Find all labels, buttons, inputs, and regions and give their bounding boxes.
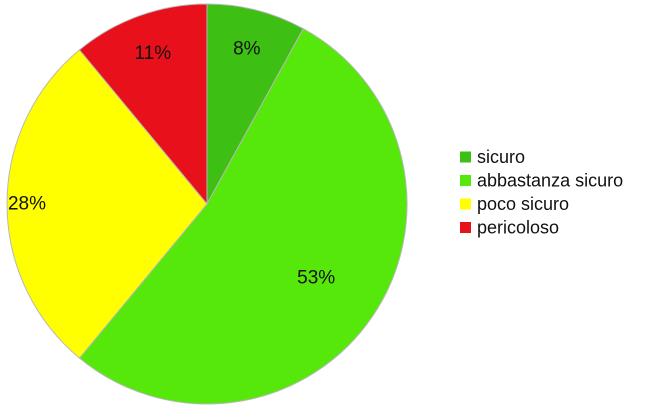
legend: sicuro abbastanza sicuro poco sicuro perico…: [460, 147, 623, 238]
slice-label-sicuro: 8%: [233, 39, 261, 60]
legend-label-pericoloso: pericoloso: [477, 218, 559, 238]
slice-label-pericoloso: 11%: [134, 43, 171, 64]
pie-slice-labels: 8% 53% 28% 11%: [8, 39, 335, 289]
legend-swatch-sicuro: [460, 151, 471, 163]
slice-label-poco-sicuro: 28%: [8, 194, 46, 215]
pie-slice-poco-sicuro: [6, 49, 208, 359]
legend-label-sicuro: sicuro: [477, 147, 525, 167]
pie-slice-abbastanza-sicuro: [78, 28, 408, 405]
legend-label-abbastanza-sicuro: abbastanza sicuro: [477, 171, 623, 191]
legend-swatch-poco-sicuro: [460, 198, 471, 210]
pie-slice-sicuro: [206, 3, 305, 205]
pie-slice-pericoloso: [78, 3, 208, 206]
pie-slices: [6, 3, 408, 405]
legend-swatch-abbastanza-sicuro: [460, 175, 471, 186]
slice-label-abbastanza-sicuro: 53%: [297, 268, 335, 289]
legend-label-poco-sicuro: poco sicuro: [477, 194, 569, 214]
legend-swatch-pericoloso: [460, 222, 471, 233]
